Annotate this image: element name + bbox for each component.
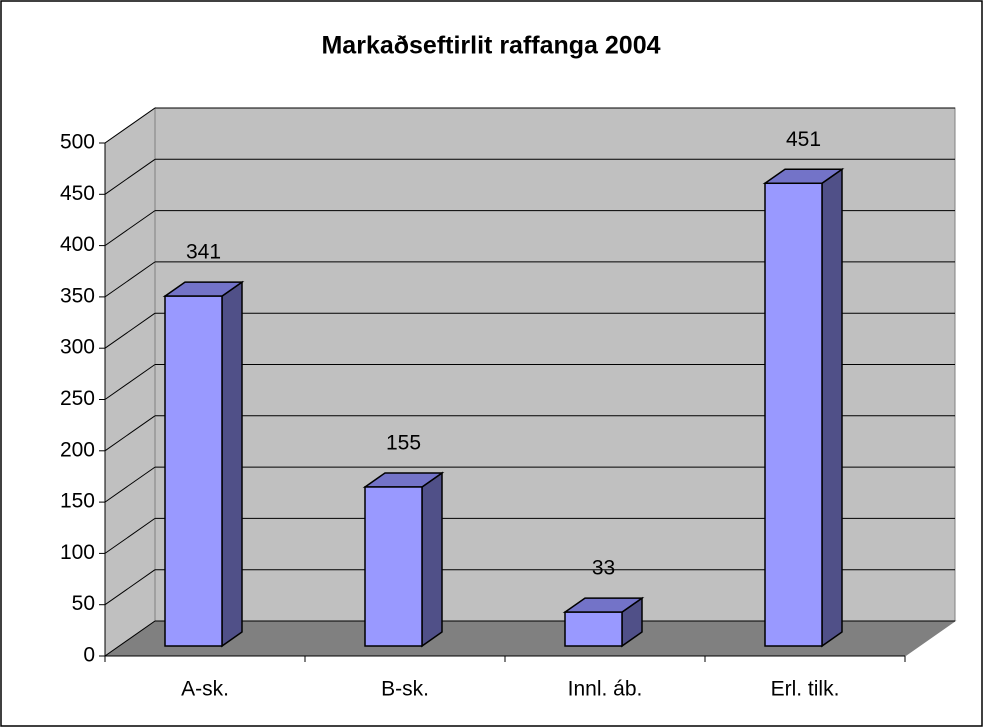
bar-side [821, 167, 843, 648]
grid-line [104, 569, 156, 606]
y-tick-label: 250 [60, 387, 95, 410]
x-tick-label: A-sk. [181, 678, 229, 701]
x-tick-label: Innl. áb. [568, 678, 643, 701]
grid-line [104, 210, 156, 247]
bar [764, 182, 823, 647]
bar [564, 611, 623, 647]
chart-title: Markaðseftirlit raffanga 2004 [321, 32, 660, 60]
bar [364, 486, 423, 647]
grid-line [104, 107, 156, 144]
x-tick-label: B-sk. [381, 678, 429, 701]
y-tick-label: 500 [60, 131, 95, 154]
bar-side [221, 280, 243, 648]
y-tick-label: 150 [60, 490, 95, 513]
y-tick-label: 450 [60, 182, 95, 205]
grid-line [104, 620, 156, 657]
grid-line [104, 517, 156, 554]
y-tick-label: 350 [60, 284, 95, 307]
grid-line [104, 312, 156, 349]
y-tick-label: 50 [72, 592, 95, 615]
grid-line [104, 466, 156, 503]
data-label: 33 [592, 557, 615, 580]
grid-line [104, 158, 156, 195]
y-tick-label: 200 [60, 438, 95, 461]
bar-side [421, 471, 443, 648]
data-label: 451 [786, 128, 821, 151]
y-tick-label: 400 [60, 233, 95, 256]
data-label: 155 [386, 432, 421, 455]
y-tick-label: 300 [60, 336, 95, 359]
bar [164, 295, 223, 647]
data-label: 341 [186, 241, 221, 264]
grid-line [104, 261, 156, 298]
grid-line [104, 415, 156, 452]
x-tick-label: Erl. tilk. [771, 678, 840, 701]
y-tick-label: 0 [83, 644, 95, 667]
y-tick-label: 100 [60, 541, 95, 564]
grid-line [104, 364, 156, 400]
